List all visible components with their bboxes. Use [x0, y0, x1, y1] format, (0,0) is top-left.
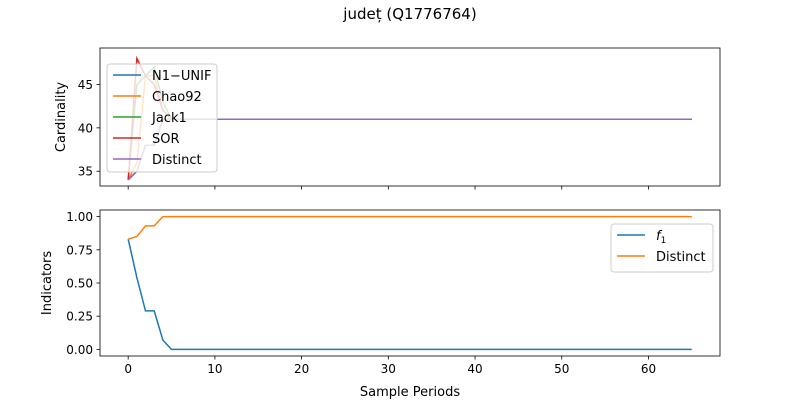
figure-title: județ (Q1776764): [342, 5, 476, 23]
series-line-1-0: [127, 239, 692, 351]
y-tick-label: 0.00: [66, 343, 93, 357]
y-tick-label: 0.25: [66, 310, 93, 324]
legend-entry: f1: [656, 229, 666, 246]
y-tick-label: 0.50: [66, 277, 93, 291]
x-tick-label: 50: [554, 362, 569, 376]
legend-entry: Distinct: [152, 153, 202, 168]
axes-frame: [99, 47, 721, 187]
x-tick-label: 20: [294, 362, 309, 376]
cardinality-axes: 35 40 45 Cardinality N1−UNIF Chao92 Jack1 SOR Di…: [54, 47, 721, 190]
y-axis-label: Cardinality: [54, 82, 69, 153]
y-tick-label: 1.00: [66, 210, 93, 224]
legend: f1 Distinct: [610, 223, 714, 273]
x-tick-label: 30: [381, 362, 396, 376]
y-tick-label: 40: [78, 121, 93, 135]
indicators-axes: 0 10 20 30 40 50 60 0.00 0.25 0.50 0.75 1.00 Indicat…: [40, 209, 721, 376]
y-axis-label: Indicators: [40, 251, 55, 315]
legend-entry: Distinct: [656, 250, 706, 265]
legend-entry: Jack1: [151, 111, 187, 126]
x-tick-label: 0: [124, 362, 132, 376]
legend-box: [106, 63, 218, 173]
y-tick-label: 0.75: [66, 243, 93, 257]
legend-entry: N1−UNIF: [152, 69, 211, 84]
legend-entry: SOR: [152, 132, 180, 147]
series-line-1-1: [127, 215, 692, 240]
y-tick-label: 45: [78, 78, 93, 92]
x-tick-label: 60: [641, 362, 656, 376]
legend-box: [610, 223, 714, 273]
legend-entry: Chao92: [152, 90, 202, 105]
x-axis-label: Sample Periods: [360, 385, 460, 400]
legend: N1−UNIF Chao92 Jack1 SOR Distinct: [106, 63, 218, 173]
x-tick-label: 40: [467, 362, 482, 376]
y-tick-label: 35: [78, 165, 93, 179]
x-tick-label: 10: [207, 362, 222, 376]
